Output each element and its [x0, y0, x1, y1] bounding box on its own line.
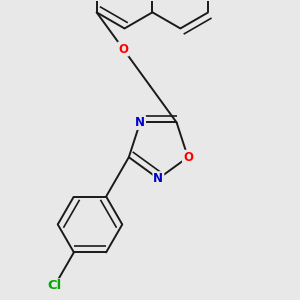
Text: N: N	[153, 172, 164, 185]
Text: N: N	[135, 116, 145, 129]
Text: O: O	[183, 151, 193, 164]
Text: Cl: Cl	[47, 279, 62, 292]
Text: O: O	[118, 43, 128, 56]
